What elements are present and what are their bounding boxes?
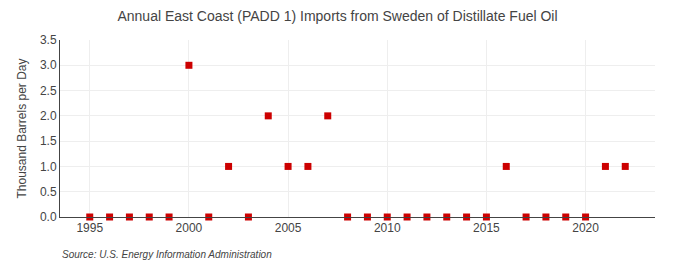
- svg-text:1.5: 1.5: [40, 134, 57, 148]
- svg-text:0.0: 0.0: [40, 210, 57, 224]
- svg-text:3.5: 3.5: [40, 33, 57, 47]
- svg-text:Thousand Barrels per Day: Thousand Barrels per Day: [15, 58, 29, 198]
- svg-text:1.0: 1.0: [40, 160, 57, 174]
- svg-text:3.0: 3.0: [40, 58, 57, 72]
- svg-text:2000: 2000: [176, 221, 203, 235]
- svg-text:2015: 2015: [473, 221, 500, 235]
- svg-text:2020: 2020: [572, 221, 599, 235]
- svg-text:1995: 1995: [76, 221, 103, 235]
- svg-text:Annual East Coast (PADD 1) Imp: Annual East Coast (PADD 1) Imports from …: [117, 8, 557, 24]
- svg-text:0.5: 0.5: [40, 185, 57, 199]
- svg-text:2010: 2010: [374, 221, 401, 235]
- svg-text:Source: U.S. Energy Informatio: Source: U.S. Energy Information Administ…: [62, 249, 272, 260]
- svg-text:2005: 2005: [275, 221, 302, 235]
- svg-text:2.0: 2.0: [40, 109, 57, 123]
- svg-text:2.5: 2.5: [40, 84, 57, 98]
